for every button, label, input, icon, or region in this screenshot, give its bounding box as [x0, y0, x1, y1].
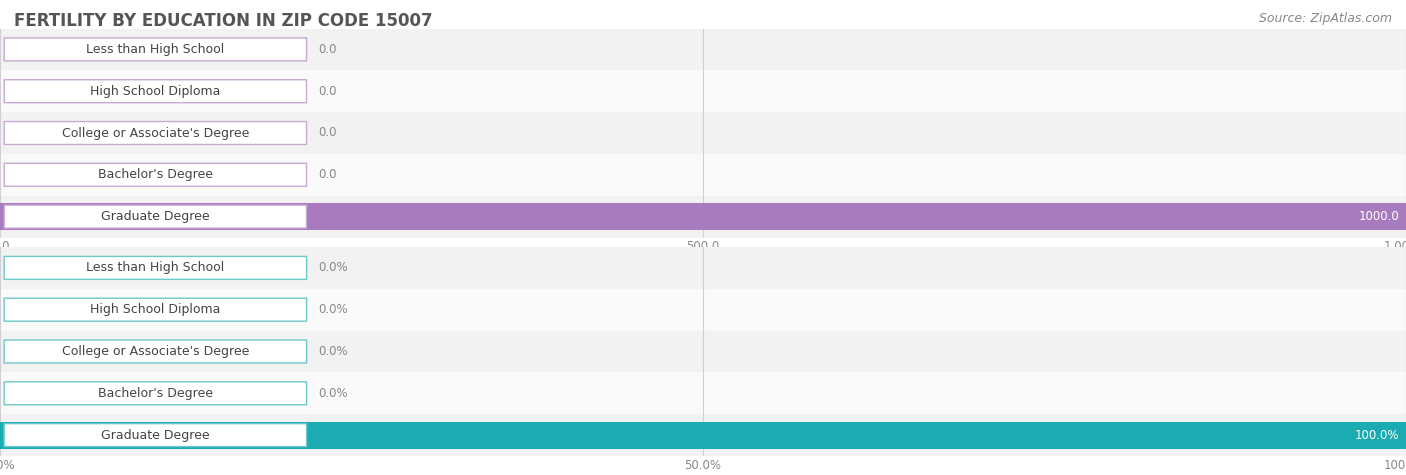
Text: Graduate Degree: Graduate Degree: [101, 428, 209, 442]
Text: Less than High School: Less than High School: [86, 43, 225, 56]
Bar: [0, 203, 1406, 230]
Text: Source: ZipAtlas.com: Source: ZipAtlas.com: [1258, 12, 1392, 25]
Bar: [0, 247, 1406, 289]
FancyBboxPatch shape: [4, 340, 307, 363]
Text: Graduate Degree: Graduate Degree: [101, 210, 209, 223]
Text: College or Associate's Degree: College or Associate's Degree: [62, 345, 249, 358]
Bar: [0, 372, 1406, 414]
Text: Bachelor's Degree: Bachelor's Degree: [98, 168, 212, 181]
Text: 0.0: 0.0: [318, 43, 336, 56]
Bar: [0, 289, 1406, 331]
FancyBboxPatch shape: [4, 122, 307, 144]
Text: 100.0%: 100.0%: [1354, 428, 1399, 442]
FancyBboxPatch shape: [4, 38, 307, 61]
Bar: [0, 196, 1406, 238]
Text: High School Diploma: High School Diploma: [90, 303, 221, 316]
Bar: [0, 28, 1406, 70]
Text: 0.0: 0.0: [318, 168, 336, 181]
Text: High School Diploma: High School Diploma: [90, 85, 221, 98]
Text: 0.0: 0.0: [318, 85, 336, 98]
Bar: [0, 154, 1406, 196]
FancyBboxPatch shape: [4, 256, 307, 279]
Bar: [0, 414, 1406, 456]
Text: FERTILITY BY EDUCATION IN ZIP CODE 15007: FERTILITY BY EDUCATION IN ZIP CODE 15007: [14, 12, 433, 30]
Bar: [0, 331, 1406, 372]
Bar: [0, 421, 1406, 449]
Text: 0.0: 0.0: [318, 126, 336, 140]
Text: 0.0%: 0.0%: [318, 345, 347, 358]
Bar: [0, 112, 1406, 154]
FancyBboxPatch shape: [4, 163, 307, 186]
FancyBboxPatch shape: [4, 424, 307, 446]
Text: 0.0%: 0.0%: [318, 303, 347, 316]
Bar: [0, 70, 1406, 112]
FancyBboxPatch shape: [4, 205, 307, 228]
Text: 0.0%: 0.0%: [318, 261, 347, 275]
FancyBboxPatch shape: [4, 382, 307, 405]
Text: Bachelor's Degree: Bachelor's Degree: [98, 387, 212, 400]
FancyBboxPatch shape: [4, 298, 307, 321]
Text: 0.0%: 0.0%: [318, 387, 347, 400]
Text: Less than High School: Less than High School: [86, 261, 225, 275]
Text: 1000.0: 1000.0: [1358, 210, 1399, 223]
FancyBboxPatch shape: [4, 80, 307, 103]
Text: College or Associate's Degree: College or Associate's Degree: [62, 126, 249, 140]
